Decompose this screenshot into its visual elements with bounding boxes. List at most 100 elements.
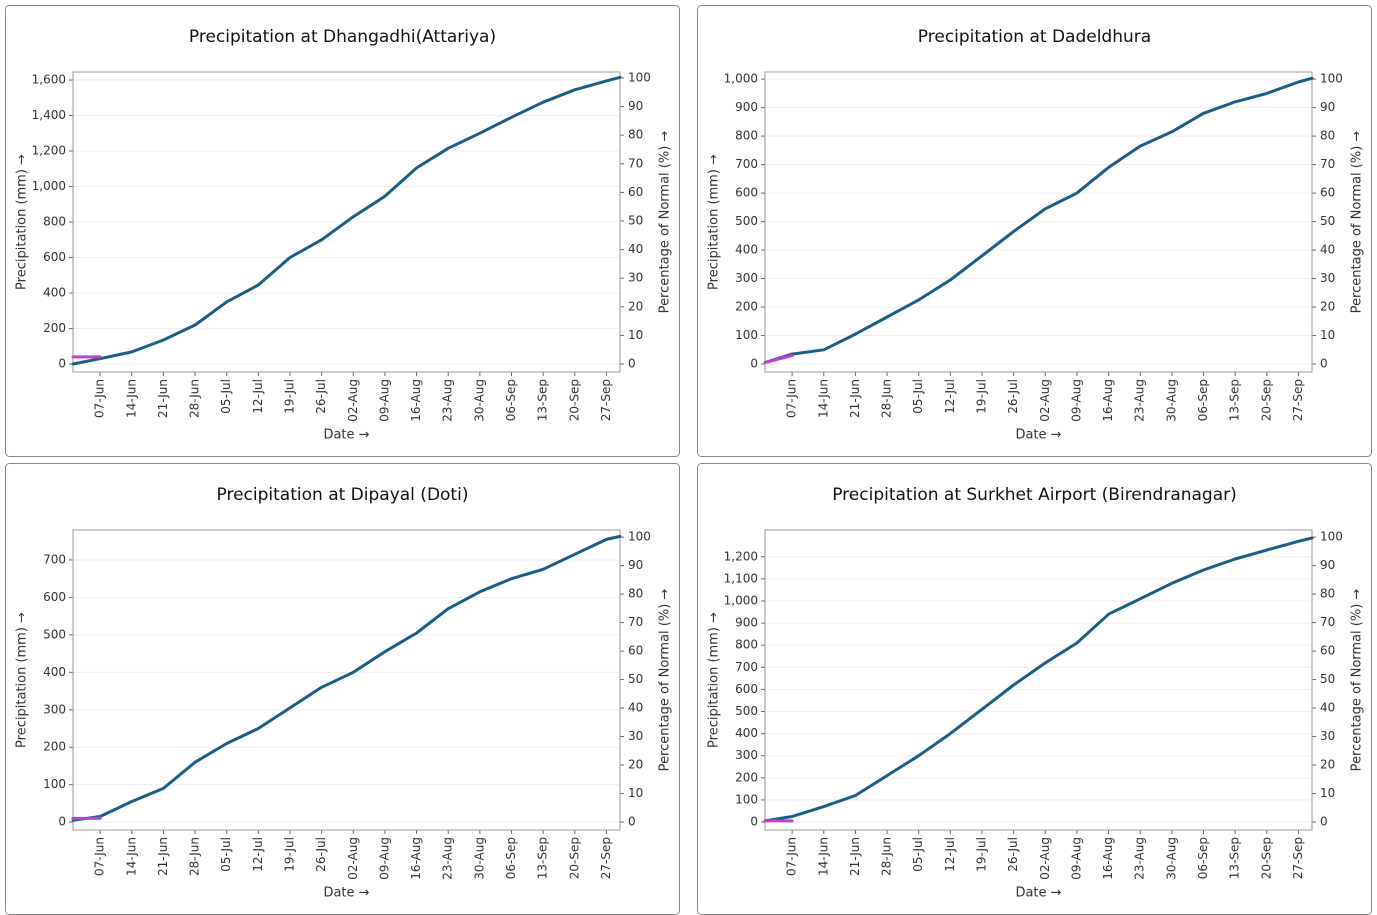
y-tick-label: 700 bbox=[43, 552, 66, 566]
y-tick-label: 300 bbox=[43, 702, 66, 716]
plot-frame bbox=[764, 71, 1313, 373]
y2-tick-label: 0 bbox=[1320, 357, 1328, 371]
y2-tick-label: 100 bbox=[628, 71, 651, 85]
x-tick-label: 27-Sep bbox=[1291, 379, 1305, 421]
y-tick-label: 500 bbox=[735, 214, 758, 228]
x-tick-label: 12-Jul bbox=[943, 837, 957, 872]
y2-tick-label: 20 bbox=[628, 299, 643, 313]
y2-tick-label: 20 bbox=[1320, 300, 1335, 314]
y-axis-title: Precipitation (mm) → bbox=[15, 154, 30, 290]
x-tick-label: 27-Sep bbox=[1291, 837, 1305, 879]
x-tick-label: 26-Jul bbox=[314, 379, 328, 414]
x-tick-label: 13-Sep bbox=[536, 837, 550, 879]
x-axis-title: Date → bbox=[323, 428, 369, 443]
x-tick-label: 23-Aug bbox=[1133, 837, 1147, 880]
x-tick-label: 16-Aug bbox=[1101, 379, 1115, 422]
x-tick-label: 12-Jul bbox=[251, 837, 265, 872]
y-tick-label: 1,000 bbox=[32, 179, 66, 193]
y2-axis-title: Percentage of Normal (%) → bbox=[658, 131, 673, 314]
y2-tick-label: 100 bbox=[1320, 72, 1343, 86]
x-tick-label: 06-Sep bbox=[504, 837, 518, 879]
y-tick-label: 800 bbox=[43, 215, 66, 229]
x-tick-label: 09-Aug bbox=[1069, 837, 1083, 880]
x-tick-label: 07-Jun bbox=[785, 837, 799, 876]
y2-tick-label: 0 bbox=[628, 815, 636, 829]
y2-tick-label: 100 bbox=[1320, 530, 1343, 544]
x-tick-label: 26-Jul bbox=[1006, 379, 1020, 414]
y-tick-label: 600 bbox=[735, 682, 758, 696]
y2-tick-label: 30 bbox=[1320, 729, 1335, 743]
x-tick-label: 20-Sep bbox=[1259, 379, 1273, 421]
y-tick-label: 200 bbox=[735, 770, 758, 784]
y-tick-label: 0 bbox=[58, 357, 66, 371]
x-tick-label: 30-Aug bbox=[1164, 837, 1178, 880]
y2-axis-title: Percentage of Normal (%) → bbox=[1350, 589, 1365, 772]
y-tick-label: 1,000 bbox=[724, 593, 758, 607]
data-line bbox=[763, 76, 1314, 365]
x-axis-title: Date → bbox=[323, 886, 369, 901]
x-tick-label: 20-Sep bbox=[567, 379, 581, 421]
plot-frame bbox=[764, 529, 1313, 831]
x-tick-label: 26-Jul bbox=[314, 837, 328, 872]
y-tick-label: 200 bbox=[735, 300, 758, 314]
x-tick-label: 05-Jul bbox=[911, 837, 925, 872]
y2-tick-label: 10 bbox=[628, 328, 643, 342]
x-axis-title: Date → bbox=[1015, 886, 1061, 901]
x-tick-label: 27-Sep bbox=[599, 837, 613, 879]
x-tick-label: 19-Jul bbox=[282, 379, 296, 414]
y2-axis-title: Percentage of Normal (%) → bbox=[658, 589, 673, 772]
x-tick-label: 05-Jul bbox=[219, 379, 233, 414]
y2-tick-label: 30 bbox=[628, 729, 643, 743]
x-tick-label: 21-Jun bbox=[156, 837, 170, 876]
y-tick-label: 0 bbox=[750, 357, 758, 371]
y2-tick-label: 70 bbox=[1320, 615, 1335, 629]
plot-frame bbox=[72, 71, 621, 373]
chart-panel: Precipitation at Dipayal (Doti)010020030… bbox=[5, 463, 680, 915]
y-tick-label: 900 bbox=[735, 100, 758, 114]
y2-tick-label: 50 bbox=[628, 213, 643, 227]
y2-tick-label: 50 bbox=[628, 672, 643, 686]
y-tick-label: 100 bbox=[735, 328, 758, 342]
x-tick-label: 16-Aug bbox=[409, 379, 423, 422]
x-tick-label: 14-Jun bbox=[124, 379, 138, 418]
y-axis-title: Precipitation (mm) → bbox=[707, 612, 722, 748]
x-tick-label: 09-Aug bbox=[1069, 379, 1083, 422]
x-tick-label: 14-Jun bbox=[816, 837, 830, 876]
x-tick-label: 28-Jun bbox=[188, 379, 202, 418]
y-tick-label: 200 bbox=[43, 740, 66, 754]
y-tick-label: 1,400 bbox=[32, 108, 66, 122]
y2-tick-label: 50 bbox=[1320, 672, 1335, 686]
x-tick-label: 19-Jul bbox=[974, 837, 988, 872]
y2-tick-label: 90 bbox=[1320, 558, 1335, 572]
data-line bbox=[71, 75, 622, 366]
x-tick-label: 07-Jun bbox=[93, 379, 107, 418]
x-tick-label: 06-Sep bbox=[1196, 379, 1210, 421]
x-tick-label: 23-Aug bbox=[1133, 379, 1147, 422]
y-axis-title: Precipitation (mm) → bbox=[15, 612, 30, 748]
y-tick-label: 600 bbox=[43, 250, 66, 264]
x-tick-label: 21-Jun bbox=[848, 379, 862, 418]
x-tick-label: 09-Aug bbox=[377, 379, 391, 422]
x-axis-title: Date → bbox=[1015, 428, 1061, 443]
x-tick-label: 14-Jun bbox=[124, 837, 138, 876]
x-tick-label: 06-Sep bbox=[504, 379, 518, 421]
y2-tick-label: 10 bbox=[1320, 786, 1335, 800]
y2-tick-label: 90 bbox=[628, 558, 643, 572]
data-line bbox=[763, 536, 1314, 823]
x-tick-label: 30-Aug bbox=[472, 379, 486, 422]
y2-tick-label: 20 bbox=[628, 758, 643, 772]
y-tick-label: 200 bbox=[43, 321, 66, 335]
x-tick-label: 07-Jun bbox=[785, 379, 799, 418]
y-tick-label: 300 bbox=[735, 748, 758, 762]
x-tick-label: 19-Jul bbox=[282, 837, 296, 872]
x-tick-label: 05-Jul bbox=[219, 837, 233, 872]
x-tick-label: 02-Aug bbox=[1038, 837, 1052, 880]
data-line bbox=[763, 354, 794, 365]
chart-panel: Precipitation at Dadeldhura0100200300400… bbox=[697, 5, 1372, 457]
y2-tick-label: 80 bbox=[1320, 587, 1335, 601]
x-tick-label: 13-Sep bbox=[1228, 379, 1242, 421]
x-tick-label: 14-Jun bbox=[816, 379, 830, 418]
y-tick-label: 700 bbox=[735, 660, 758, 674]
y-tick-label: 400 bbox=[735, 243, 758, 257]
y2-tick-label: 90 bbox=[628, 99, 643, 113]
